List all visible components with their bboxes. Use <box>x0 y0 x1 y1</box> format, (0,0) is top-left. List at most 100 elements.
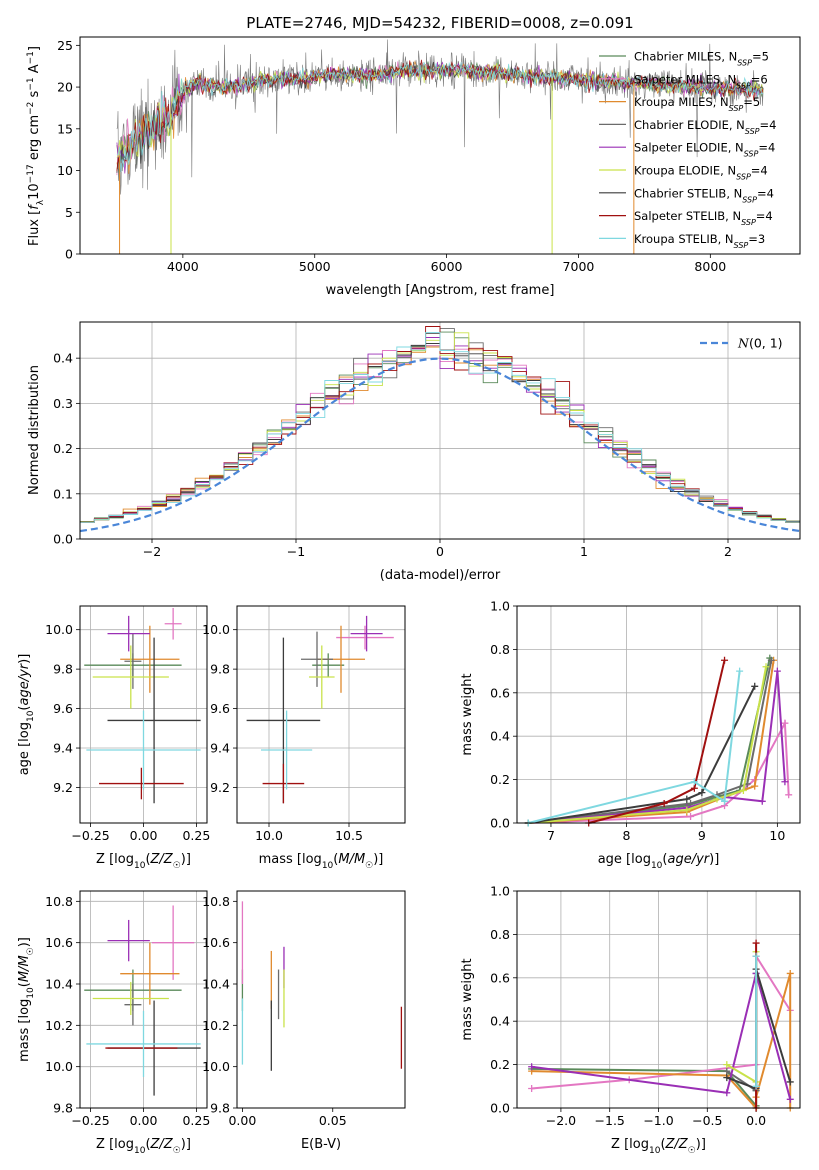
y-tick-label: 10.0 <box>45 622 73 637</box>
x-tick-label: −0.25 <box>71 1113 109 1128</box>
x-tick-label: 9 <box>698 828 706 843</box>
weight-marker <box>786 1078 794 1086</box>
legend-label: Kroupa MILES, NSSP=5 <box>634 95 760 113</box>
age-vs-mass-panel: 10.0 10.5 9.2 9.4 9.6 9.8 10.0 mass [log10(M/M☉… <box>202 605 406 871</box>
errorbar-point <box>262 763 305 804</box>
x-tick-label: 0.00 <box>130 1113 158 1128</box>
residual-histogram <box>79 332 800 539</box>
x-tick-label: 1 <box>580 544 588 559</box>
y-tick-label: 0.0 <box>490 816 510 831</box>
y-tick-label: 10.2 <box>45 1018 73 1033</box>
weight-vs-age-panel: 7 8 9 10 0.0 0.2 0.4 0.6 0.8 1.0 age [log10(age/yr… <box>460 599 801 871</box>
y-tick-label: 0.4 <box>490 1014 510 1029</box>
x-tick-label: 0.05 <box>319 1113 347 1128</box>
x-tick-label: 6000 <box>431 259 463 274</box>
x-tick-label: 7 <box>547 828 555 843</box>
weight-marker <box>739 786 747 794</box>
axes-frame <box>79 890 208 1109</box>
mass-vs-metallicity-panel: −0.25 0.00 0.25 9.8 10.0 10.2 10.4 10.6 10.8 Z [l… <box>17 890 210 1156</box>
weight-marker <box>723 1074 731 1082</box>
y-tick-label: 10.6 <box>45 935 73 950</box>
x-tick-label: 0.00 <box>130 828 158 843</box>
weight-marker <box>758 797 766 805</box>
y-tick-label: 9.2 <box>210 780 230 795</box>
legend-label: Salpeter ELODIE, NSSP=4 <box>634 141 775 159</box>
x-axis-label: wavelength [Angstrom, rest frame] <box>326 283 555 298</box>
y-tick-label: 10.4 <box>202 977 230 992</box>
x-tick-label: −2 <box>143 544 161 559</box>
axes-frame <box>236 605 406 824</box>
weight-marker <box>751 782 759 790</box>
y-tick-label: 10.0 <box>45 1059 73 1074</box>
normal-pdf-curve <box>79 357 801 533</box>
y-tick-label: 20 <box>57 80 73 95</box>
y-tick-label: 15 <box>57 121 73 136</box>
errorbar-point <box>261 710 313 790</box>
weight-marker <box>786 1095 794 1103</box>
errorbar-point <box>120 625 180 693</box>
errorbar-point <box>301 631 333 687</box>
y-tick-label: 10.2 <box>202 1018 230 1033</box>
x-tick-label: −1 <box>287 544 305 559</box>
legend-label: Chabrier ELODIE, NSSP=4 <box>634 118 776 136</box>
x-tick-label: −2.0 <box>546 1113 576 1128</box>
model-fit-line <box>116 61 764 172</box>
x-tick-label: 10 <box>769 828 785 843</box>
y-axis-label: Flux [fλ10−17 erg cm−2 s−1 A−1] <box>26 46 46 246</box>
y-tick-label: 0.2 <box>490 1057 510 1072</box>
y-tick-label: 0.6 <box>490 685 510 700</box>
weight-marker <box>723 1061 731 1069</box>
errorbar-point <box>107 615 150 652</box>
axes-frame <box>79 36 801 255</box>
x-axis-label: Z [log10(Z/Z☉)] <box>611 1137 706 1156</box>
y-tick-label: 9.4 <box>210 741 230 756</box>
weight-marker <box>752 952 760 960</box>
y-tick-label: 0.0 <box>53 532 73 547</box>
y-tick-label: 9.6 <box>210 701 230 716</box>
weight-marker <box>723 1089 731 1097</box>
x-tick-label: −0.5 <box>692 1113 722 1128</box>
y-tick-label: 10 <box>57 163 73 178</box>
y-tick-label: 1.0 <box>490 599 510 614</box>
errorbar-point <box>164 607 182 640</box>
errorbar-point <box>99 767 184 800</box>
y-tick-label: 9.2 <box>53 780 73 795</box>
x-tick-label: 0.00 <box>228 1113 256 1128</box>
weight-line <box>531 956 758 1109</box>
weight-marker <box>785 791 793 799</box>
y-tick-label: 0.4 <box>490 729 510 744</box>
axes-frame <box>516 890 801 1109</box>
y-axis-label: age [log10(age/yr)] <box>17 654 36 776</box>
weight-marker <box>773 667 781 675</box>
weight-line <box>588 660 726 824</box>
weight-marker <box>690 784 698 792</box>
legend-label: Chabrier STELIB, NSSP=4 <box>634 186 774 204</box>
x-axis-label: mass [log10(M/M☉)] <box>259 852 384 871</box>
weight-marker <box>781 719 789 727</box>
x-axis-label: Z [log10(Z/Z☉)] <box>96 852 191 871</box>
weight-vs-metallicity-panel: −2.0 −1.5 −1.0 −0.5 0.0 0.0 0.2 0.4 0.6 0.8 1.0 Z [… <box>460 884 801 1156</box>
y-tick-label: 10.0 <box>202 622 230 637</box>
legend-label: Kroupa STELIB, NSSP=3 <box>634 232 765 250</box>
weight-marker <box>767 656 775 664</box>
y-tick-label: 5 <box>65 205 73 220</box>
weight-marker <box>751 682 759 690</box>
figure-title: PLATE=2746, MJD=54232, FIBERID=0008, z=0… <box>246 14 633 32</box>
y-axis-label: mass [log10(M/M☉)] <box>17 937 36 1062</box>
y-tick-label: 0.8 <box>490 642 510 657</box>
weight-marker <box>528 1063 536 1071</box>
x-tick-label: −1.5 <box>595 1113 625 1128</box>
x-tick-label: 8000 <box>694 259 726 274</box>
weight-line <box>528 670 741 824</box>
errorbar-point <box>124 984 142 1026</box>
x-tick-label: 0 <box>436 544 444 559</box>
model-fit-line <box>116 61 764 173</box>
x-axis-label: E(B-V) <box>301 1137 341 1152</box>
y-axis-label: mass weight <box>460 673 475 755</box>
x-tick-label: 2 <box>724 544 732 559</box>
x-tick-label: 0.0 <box>746 1113 766 1128</box>
y-tick-label: 9.4 <box>53 741 73 756</box>
x-axis-label: Z [log10(Z/Z☉)] <box>96 1137 191 1156</box>
errorbar-point <box>336 625 394 650</box>
